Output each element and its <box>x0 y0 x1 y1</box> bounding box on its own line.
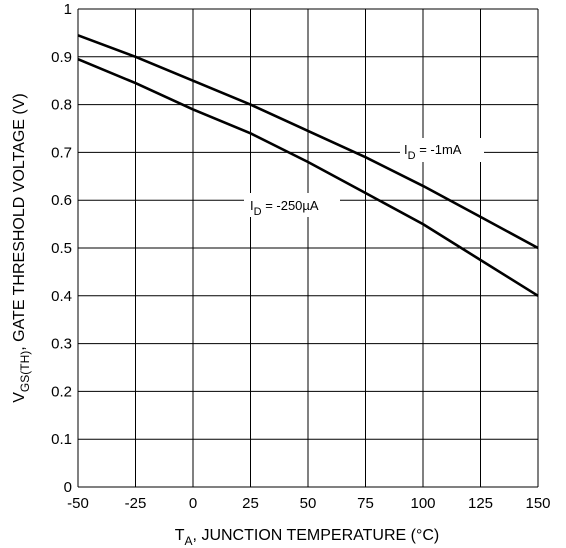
curve-label-1ma: ID = -1mA <box>400 138 484 162</box>
x-axis-title-main: T <box>175 527 185 544</box>
curve-label-250ua: ID = -250µA <box>244 193 340 218</box>
curve-label-1ma-main: I <box>404 142 408 157</box>
curves <box>77 34 539 297</box>
curve-label-1ma-bg <box>400 138 484 162</box>
x-tick-label: -25 <box>125 495 147 512</box>
y-tick-label: 0.1 <box>51 431 72 448</box>
y-axis-title-main: V <box>11 392 28 403</box>
curve-label-1ma-sub: D <box>408 150 416 162</box>
y-axis-title-rest: , GATE THRESHOLD VOLTAGE (V) <box>11 93 28 351</box>
y-tick-label: 1 <box>64 1 72 18</box>
y-tick-label: 0.3 <box>51 336 72 353</box>
curve-label-1ma-rest: = -1mA <box>416 142 462 157</box>
x-tick-label: 100 <box>410 495 435 512</box>
y-tick-label: 0.9 <box>51 49 72 66</box>
x-tick-label: 125 <box>468 495 493 512</box>
curve-label-250ua-rest: = -250µA <box>262 198 319 213</box>
curve-label-250ua-main: I <box>250 198 254 213</box>
svg-text:ID = -250µA: ID = -250µA <box>250 198 319 218</box>
x-tick-label: 150 <box>525 495 550 512</box>
x-tick-label: 75 <box>357 495 374 512</box>
x-axis-title-sub: A <box>185 534 193 548</box>
y-tick-label: 0 <box>64 479 72 496</box>
x-tick-label: 50 <box>300 495 317 512</box>
x-axis-title: TA, JUNCTION TEMPERATURE (°C) <box>175 527 440 548</box>
y-axis-title-sub: GS(TH) <box>18 351 32 392</box>
y-tick-label: 0.7 <box>51 144 72 161</box>
x-tick-label: 0 <box>189 495 197 512</box>
y-axis-title: VGS(TH), GATE THRESHOLD VOLTAGE (V) <box>11 93 32 403</box>
svg-text:ID = -1mA: ID = -1mA <box>404 142 462 162</box>
y-tick-label: 0.4 <box>51 288 72 305</box>
curve-label-250ua-sub: D <box>254 206 262 218</box>
x-axis-title-rest: , JUNCTION TEMPERATURE (°C) <box>193 527 440 544</box>
series-line-1ma <box>77 34 539 250</box>
x-tick-label: -50 <box>67 495 89 512</box>
grid <box>77 8 539 488</box>
x-tick-label: 25 <box>242 495 259 512</box>
y-tick-label: 0.5 <box>51 240 72 257</box>
curve-label-250ua-bg <box>244 193 340 217</box>
series-line-250ua <box>77 57 539 297</box>
tick-labels: -50 -25 0 25 50 75 100 125 150 0 0.1 0.2 0.3 0.4 0.5 0.… <box>51 1 550 512</box>
y-tick-label: 0.8 <box>51 97 72 114</box>
y-tick-label: 0.6 <box>51 192 72 209</box>
y-tick-label: 0.2 <box>51 383 72 400</box>
